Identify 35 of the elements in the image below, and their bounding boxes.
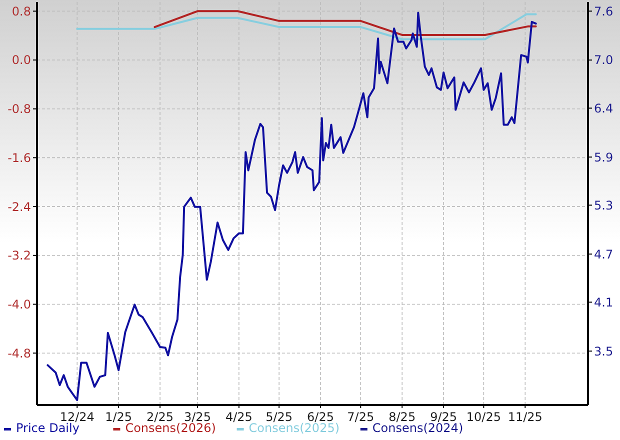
y-tick-label: -4.0 <box>8 297 31 312</box>
y-tick-label: -0.8 <box>8 102 31 116</box>
y-tick-label: 0.0 <box>12 53 31 68</box>
y2-tick-label: 5.3 <box>594 198 614 212</box>
y2-tick-label: 7.0 <box>594 53 614 68</box>
x-tick-label: 4/25 <box>225 410 252 424</box>
legend-label: Price Daily <box>16 421 80 435</box>
x-tick-label: 7/25 <box>347 410 374 424</box>
y2-tick-label: 4.7 <box>594 247 614 262</box>
y2-tick-label: 7.6 <box>594 4 614 18</box>
x-tick-label: 10/25 <box>466 410 501 424</box>
y2-tick-label: 4.1 <box>594 295 614 310</box>
y-tick-label: 0.8 <box>12 4 31 18</box>
y-tick-label: -4.8 <box>8 346 31 360</box>
x-tick-label: 2/25 <box>146 410 174 424</box>
legend-label: Consens(2025) <box>248 421 340 435</box>
y2-tick-label: 5.9 <box>594 150 614 164</box>
x-tick-label: 3/25 <box>184 410 211 424</box>
y2-tick-label: 3.5 <box>594 344 614 358</box>
line-series <box>76 13 537 40</box>
y2-tick-label: 6.4 <box>594 101 614 116</box>
x-tick-label: 6/25 <box>307 410 334 424</box>
x-tick-label: 8/25 <box>388 410 416 424</box>
x-tick-label: 1/25 <box>105 410 132 424</box>
y-tick-label: -2.4 <box>8 200 31 214</box>
x-tick-label: 11/25 <box>508 410 542 424</box>
legend-label: Consens(2026) <box>125 421 216 435</box>
line-series <box>46 12 537 402</box>
x-tick-label: 5/25 <box>266 410 293 424</box>
line-series <box>154 10 537 36</box>
y-tick-label: -3.2 <box>8 248 31 263</box>
y-tick-label: -1.6 <box>8 150 31 165</box>
legend-label: Consens(2024) <box>372 421 464 435</box>
x-tick-label: 9/25 <box>430 410 458 424</box>
x-tick-label: 12/24 <box>60 410 94 424</box>
